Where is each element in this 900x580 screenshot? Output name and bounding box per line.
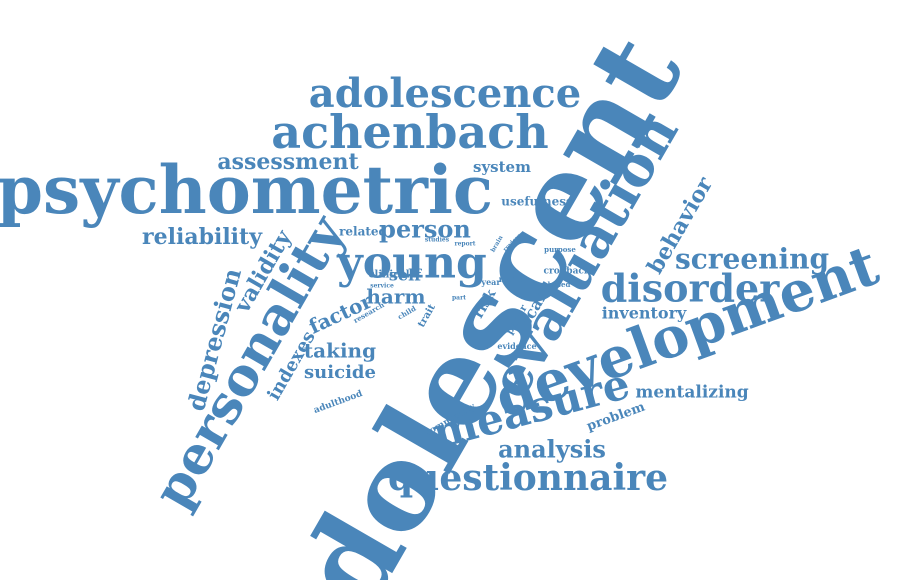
word-screening: screening bbox=[675, 243, 829, 276]
word-service: service bbox=[370, 283, 394, 290]
word-report: report bbox=[454, 241, 475, 248]
word-related: related bbox=[339, 225, 387, 239]
word-evidence: evidence bbox=[497, 341, 536, 351]
word-usefulness: usefulness bbox=[501, 195, 573, 209]
word-person: person bbox=[379, 215, 471, 244]
word-purpose: purpose bbox=[544, 245, 576, 254]
word-young: young bbox=[336, 238, 487, 289]
word-system: system bbox=[473, 158, 531, 176]
word-mentalizing: mentalizing bbox=[635, 383, 748, 403]
word-based: based bbox=[548, 280, 571, 289]
word-achenbach: achenbach bbox=[271, 105, 548, 159]
word-suicide: suicide bbox=[304, 362, 376, 383]
word-clinical: clinical bbox=[368, 270, 409, 281]
word-part: part bbox=[452, 295, 466, 302]
word-self: self bbox=[389, 266, 422, 285]
word-assessment: assessment bbox=[217, 149, 359, 175]
word-adolescence: adolescence bbox=[309, 70, 581, 117]
word-analysis: analysis bbox=[498, 435, 606, 464]
word-rtshia: rtshia bbox=[499, 274, 525, 284]
word-psychometric: psychometric bbox=[0, 151, 493, 229]
word-reliability: reliability bbox=[142, 224, 263, 250]
word-harm: harm bbox=[366, 285, 425, 309]
word-studies: studies bbox=[425, 237, 450, 244]
word-inventory: inventory bbox=[602, 304, 687, 323]
word-year: year bbox=[480, 277, 501, 287]
word-cronbach: cronbach bbox=[544, 267, 591, 277]
word-questionnaire: questionnaire bbox=[388, 457, 668, 499]
word-taking: taking bbox=[304, 339, 376, 363]
word-disorder: disorder bbox=[601, 266, 781, 311]
